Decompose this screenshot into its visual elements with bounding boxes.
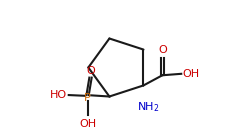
Text: HO: HO bbox=[49, 90, 67, 100]
Text: P: P bbox=[84, 93, 91, 103]
Text: OH: OH bbox=[79, 119, 96, 129]
Text: OH: OH bbox=[182, 69, 199, 79]
Text: O: O bbox=[86, 66, 95, 76]
Text: NH$_2$: NH$_2$ bbox=[136, 100, 159, 114]
Text: O: O bbox=[158, 45, 167, 55]
